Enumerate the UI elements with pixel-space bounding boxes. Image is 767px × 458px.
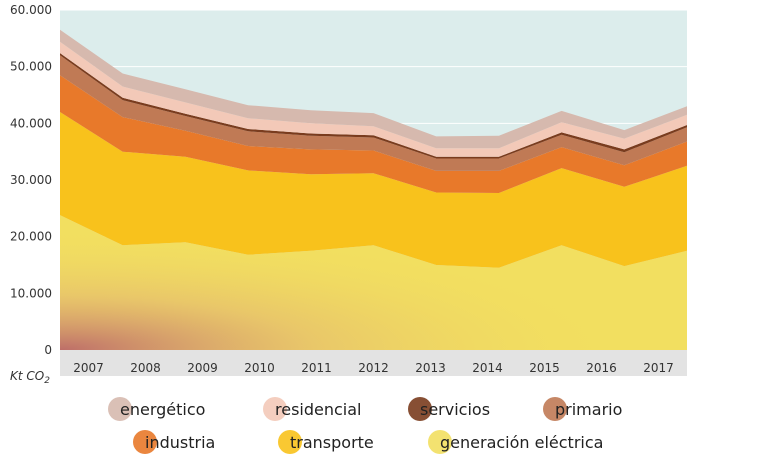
x-axis-band bbox=[60, 350, 687, 376]
x-tick-label: 2010 bbox=[244, 361, 275, 375]
legend-item-residencial: residencial bbox=[263, 397, 361, 421]
unit-main: Kt CO bbox=[10, 369, 44, 383]
x-tick-label: 2017 bbox=[643, 361, 674, 375]
legend-swatch bbox=[263, 397, 287, 421]
x-tick-label: 2009 bbox=[187, 361, 218, 375]
area-energetico bbox=[60, 29, 687, 149]
legend-label: transporte bbox=[290, 433, 374, 452]
x-tick-label: 2007 bbox=[73, 361, 104, 375]
legend-swatch bbox=[133, 430, 157, 454]
y-tick-label: 60.000 bbox=[10, 3, 52, 17]
legend-label: primario bbox=[555, 400, 622, 419]
y-tick-label: 0 bbox=[44, 343, 52, 357]
legend-swatch bbox=[278, 430, 302, 454]
legend-label: residencial bbox=[275, 400, 361, 419]
area-residencial bbox=[60, 41, 687, 157]
area-shading bbox=[60, 215, 687, 350]
y-tick-label: 50.000 bbox=[10, 60, 52, 74]
legend-label: servicios bbox=[420, 400, 490, 419]
legend-label: energético bbox=[120, 400, 205, 419]
legend-swatch bbox=[108, 397, 132, 421]
legend-label: generación eléctrica bbox=[440, 433, 603, 452]
legend-item-generacion-electrica: generación eléctrica bbox=[428, 430, 603, 454]
area-transporte bbox=[60, 112, 687, 268]
y-tick-label: 40.000 bbox=[10, 116, 52, 130]
area-industria bbox=[60, 75, 687, 193]
legend-item-transporte: transporte bbox=[278, 430, 374, 454]
x-tick-label: 2011 bbox=[301, 361, 332, 375]
legend-item-industria: industria bbox=[133, 430, 215, 454]
x-axis-ticks: 2007 2008 2009 2010 2011 2012 2013 2014 2015 2016… bbox=[73, 361, 674, 375]
y-axis-unit-label: Kt CO2 bbox=[10, 369, 50, 386]
unit-subscript: 2 bbox=[44, 376, 50, 386]
legend-item-servicios: servicios bbox=[408, 397, 490, 421]
y-tick-label: 10.000 bbox=[10, 286, 52, 300]
legend: energético residencial servicios primario in… bbox=[108, 397, 622, 454]
area-servicios bbox=[60, 53, 687, 159]
legend-swatch bbox=[428, 430, 452, 454]
legend-swatch bbox=[543, 397, 567, 421]
legend-swatch bbox=[408, 397, 432, 421]
y-axis-ticks: 0 10.000 20.000 30.000 40.000 50.000 60.000 bbox=[10, 3, 52, 357]
x-tick-label: 2014 bbox=[472, 361, 503, 375]
x-tick-label: 2016 bbox=[586, 361, 617, 375]
y-tick-label: 20.000 bbox=[10, 230, 52, 244]
legend-item-primario: primario bbox=[543, 397, 622, 421]
x-tick-label: 2008 bbox=[130, 361, 161, 375]
area-primario bbox=[60, 55, 687, 171]
legend-item-energetico: energético bbox=[108, 397, 205, 421]
x-tick-label: 2012 bbox=[358, 361, 389, 375]
y-tick-label: 30.000 bbox=[10, 173, 52, 187]
x-tick-label: 2013 bbox=[415, 361, 446, 375]
x-tick-label: 2015 bbox=[529, 361, 560, 375]
stacked-areas bbox=[60, 29, 687, 350]
legend-label: industria bbox=[145, 433, 215, 452]
